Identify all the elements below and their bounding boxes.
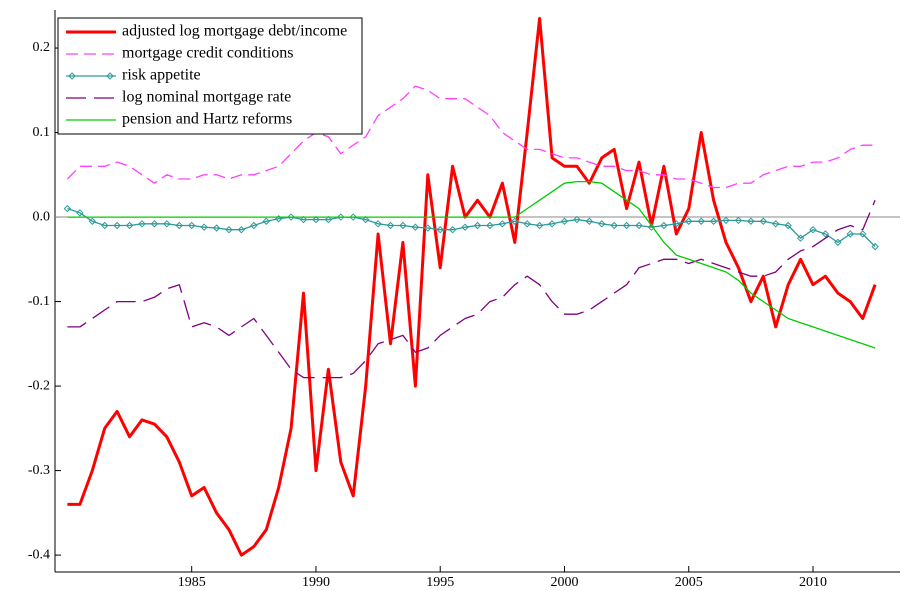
series-line bbox=[67, 207, 876, 248]
series-marker bbox=[672, 220, 681, 228]
series-marker bbox=[63, 204, 72, 213]
series-marker bbox=[585, 217, 594, 225]
series-marker bbox=[473, 221, 482, 230]
series-marker bbox=[560, 217, 569, 225]
series-marker bbox=[262, 217, 270, 225]
series-marker bbox=[722, 216, 730, 225]
legend-label: mortgage credit conditions bbox=[122, 45, 294, 62]
series-marker bbox=[287, 213, 295, 221]
series-marker bbox=[324, 215, 333, 224]
series-marker bbox=[100, 221, 109, 230]
legend-label: log nominal mortgage rate bbox=[122, 89, 291, 106]
series-marker bbox=[175, 221, 183, 230]
legend-marker bbox=[68, 72, 76, 80]
series-marker bbox=[685, 217, 693, 225]
series-marker bbox=[225, 226, 233, 234]
series-marker bbox=[871, 242, 879, 251]
legend-label: risk appetite bbox=[122, 67, 201, 84]
x-tick-label: 2000 bbox=[550, 575, 578, 590]
series-marker bbox=[859, 230, 867, 238]
series-marker bbox=[76, 209, 84, 217]
legend-label: adjusted log mortgage debt/income bbox=[122, 23, 347, 40]
series-marker bbox=[337, 213, 345, 221]
series-marker bbox=[163, 220, 171, 228]
series-marker bbox=[796, 234, 805, 242]
y-tick-label: -0.3 bbox=[28, 463, 50, 478]
series-marker bbox=[424, 224, 432, 232]
series-marker bbox=[187, 221, 196, 230]
series-marker bbox=[610, 221, 618, 230]
series-marker bbox=[709, 217, 718, 225]
series-line bbox=[67, 17, 877, 557]
series-marker bbox=[386, 221, 395, 230]
legend-label: pension and Hartz reforms bbox=[122, 111, 292, 128]
legend-marker bbox=[106, 72, 114, 80]
series-marker bbox=[772, 220, 780, 228]
series-marker bbox=[759, 217, 768, 225]
series-marker bbox=[821, 230, 830, 238]
y-tick-label: 0.2 bbox=[33, 40, 51, 55]
series-line bbox=[67, 180, 876, 349]
series-marker bbox=[399, 221, 407, 230]
series-marker bbox=[237, 226, 246, 234]
x-tick-label: 1990 bbox=[302, 575, 330, 590]
series-marker bbox=[200, 223, 208, 231]
y-tick-label: 0.0 bbox=[33, 209, 51, 224]
series-marker bbox=[784, 221, 792, 230]
series-marker bbox=[747, 217, 755, 225]
series-marker bbox=[411, 223, 420, 231]
series-marker bbox=[846, 230, 855, 238]
series-marker bbox=[734, 216, 743, 225]
series-marker bbox=[548, 220, 556, 228]
series-marker bbox=[113, 221, 121, 230]
series-marker bbox=[448, 226, 457, 234]
series-marker bbox=[498, 220, 507, 228]
series-marker bbox=[635, 221, 643, 230]
x-tick-label: 1995 bbox=[426, 575, 454, 590]
series-marker bbox=[573, 215, 581, 224]
series-marker bbox=[523, 220, 531, 228]
series-marker bbox=[647, 223, 656, 231]
series-marker bbox=[374, 220, 382, 228]
series-marker bbox=[697, 217, 705, 225]
y-tick-label: -0.2 bbox=[28, 378, 50, 393]
series-marker bbox=[349, 213, 357, 221]
series-marker bbox=[486, 221, 494, 230]
series-marker bbox=[125, 221, 134, 230]
y-tick-label: -0.1 bbox=[28, 294, 50, 309]
series-line bbox=[67, 199, 876, 379]
series-marker bbox=[88, 217, 96, 225]
y-tick-label: 0.1 bbox=[33, 125, 51, 140]
x-tick-label: 2010 bbox=[799, 575, 827, 590]
series-marker bbox=[312, 215, 320, 224]
x-tick-label: 1985 bbox=[178, 575, 206, 590]
series-marker bbox=[212, 224, 221, 232]
series-marker bbox=[299, 215, 308, 224]
series-marker bbox=[809, 226, 817, 234]
series-marker bbox=[660, 221, 668, 230]
y-tick-label: -0.4 bbox=[28, 547, 50, 562]
series-marker bbox=[138, 220, 146, 228]
series-marker bbox=[250, 221, 258, 230]
series-marker bbox=[622, 221, 631, 230]
series-marker bbox=[834, 238, 842, 247]
series-line bbox=[66, 85, 876, 189]
series-marker bbox=[461, 223, 469, 231]
x-tick-label: 2005 bbox=[675, 575, 703, 590]
series-marker bbox=[535, 221, 544, 230]
series-marker bbox=[150, 220, 159, 228]
series-marker bbox=[598, 220, 606, 228]
series-marker bbox=[361, 215, 370, 224]
series-marker bbox=[436, 226, 444, 234]
series-marker bbox=[511, 217, 519, 225]
